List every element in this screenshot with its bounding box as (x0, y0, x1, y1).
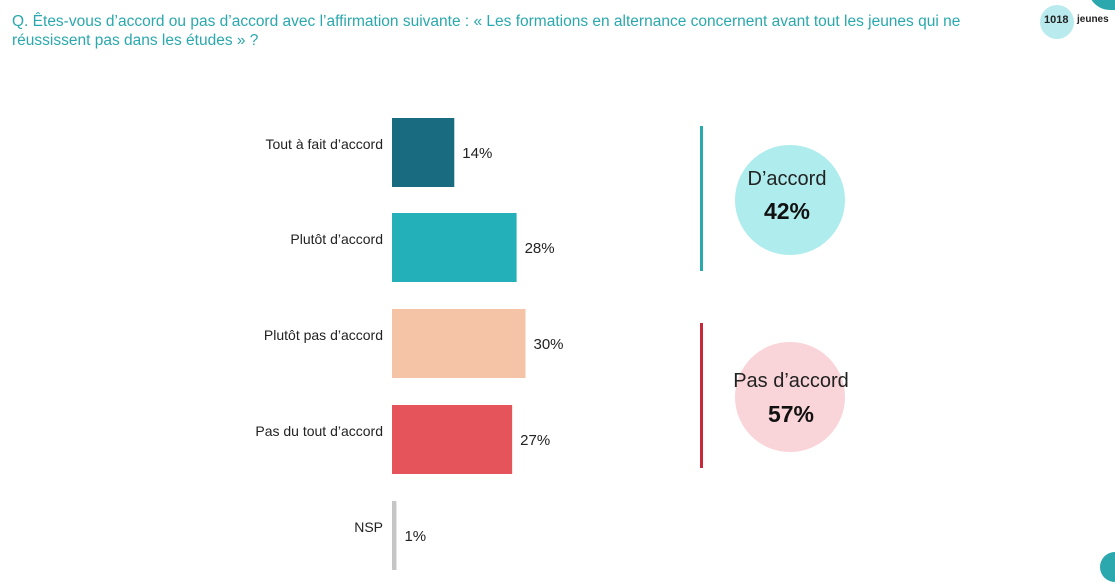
category-label-1: Plutôt d’accord (290, 231, 383, 247)
agree-bracket-line (700, 126, 703, 271)
agree-label: D’accord (747, 168, 827, 190)
bar-2 (392, 309, 526, 378)
bar-chart: Tout à fait d’accord 14% Plutôt d’accord 28… (255, 118, 564, 570)
corner-decoration (1088, 0, 1115, 10)
corner-decoration-bottom (1100, 552, 1115, 582)
category-label-0: Tout à fait d’accord (265, 136, 383, 152)
disagree-value: 57% (767, 401, 815, 427)
category-label-2: Plutôt pas d’accord (264, 327, 383, 343)
disagree-label: Pas d’accord (733, 370, 849, 392)
bar-4 (392, 501, 397, 570)
sample-size-unit: jeunes (1077, 14, 1109, 25)
value-label-0: 14% (462, 145, 492, 162)
category-label-4: NSP (354, 519, 383, 535)
sample-size-badge (1040, 5, 1074, 39)
value-label-4: 1% (404, 528, 426, 545)
category-label-3: Pas du tout d’accord (255, 423, 383, 439)
agree-value: 42% (763, 198, 811, 224)
value-label-3: 27% (520, 432, 550, 449)
value-label-2: 30% (534, 336, 564, 353)
value-label-1: 28% (525, 240, 555, 257)
disagree-bracket-line (700, 323, 703, 468)
agree-circle (735, 145, 845, 255)
bar-0 (392, 118, 455, 187)
sample-size-count: 1018 (1044, 14, 1069, 26)
disagree-circle (735, 342, 845, 452)
bar-1 (392, 213, 517, 282)
question-text: Q. Êtes-vous d’accord ou pas d’accord av… (12, 13, 961, 49)
bar-3 (392, 405, 513, 474)
